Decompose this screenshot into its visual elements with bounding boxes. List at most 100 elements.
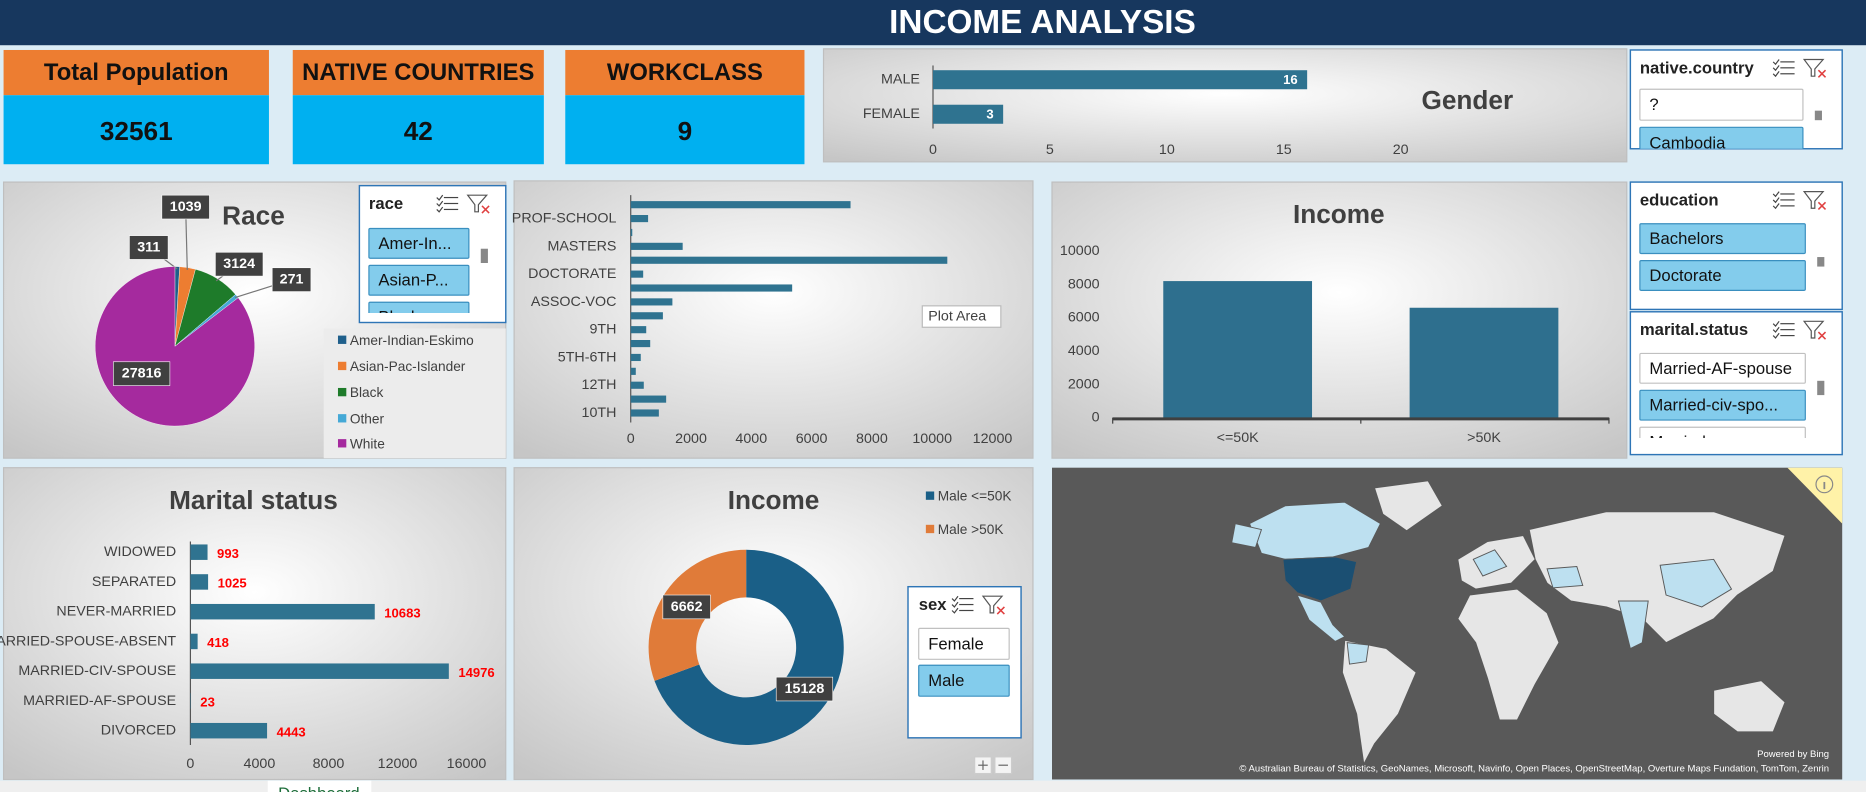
data-label: 3124 (223, 256, 255, 272)
slicer-title: marital.status (1640, 320, 1748, 339)
clear-filter-x (1817, 69, 1827, 78)
slicer-item-label[interactable]: Male (928, 671, 964, 690)
x-tick-label: 16000 (447, 756, 487, 772)
multi-select-check (436, 200, 444, 207)
slicer-item-label[interactable]: Female (928, 634, 984, 653)
bar (630, 256, 948, 264)
slicer-item[interactable] (1639, 352, 1806, 384)
legend-swatch (925, 524, 935, 534)
slicer-scroll (1817, 380, 1825, 396)
slicer-item-label[interactable]: Bachelors (1649, 229, 1723, 248)
legend-label: Amer-Indian-Eskimo (350, 333, 474, 348)
sheet-tab[interactable]: Dashboard (278, 784, 359, 792)
multi-select-check (1772, 320, 1780, 327)
multi-select-check (436, 194, 444, 201)
x-tick-label: 4000 (735, 431, 767, 447)
chart-title: Income (728, 485, 820, 515)
slicer-item-label[interactable]: ? (1649, 95, 1658, 114)
x-tick-label: 10 (1159, 142, 1175, 158)
bar (190, 574, 209, 590)
slicer-item[interactable] (1639, 426, 1806, 457)
map-region (1341, 639, 1417, 766)
slicer-item[interactable] (368, 227, 470, 259)
data-label: 271 (280, 272, 304, 288)
data-label: 16 (1283, 72, 1298, 87)
x-tick-label: 4000 (244, 756, 276, 772)
map-region (1617, 600, 1649, 650)
slicer-item[interactable] (1639, 88, 1804, 121)
map-credit: Powered by Bing (1757, 749, 1829, 760)
y-tick-label: 6000 (1068, 310, 1100, 326)
bar (630, 353, 641, 362)
legend-swatch (925, 491, 935, 500)
slicer-item[interactable] (918, 627, 1010, 660)
slicer-item[interactable] (918, 664, 1010, 697)
map-region (1248, 501, 1382, 560)
slicer-title: sex (919, 595, 948, 614)
y-tick-label: 10000 (1060, 243, 1100, 259)
kpi-value: 32561 (100, 116, 173, 146)
kpi-header (292, 49, 544, 96)
x-tick-label: 5 (1046, 142, 1054, 158)
x-tick-label: 2000 (675, 431, 707, 447)
clear-filter-icon (466, 194, 489, 213)
kpi-body (292, 95, 544, 165)
multi-select-check (1772, 59, 1780, 66)
bar (630, 270, 644, 278)
x-tick-label: 0 (929, 142, 937, 158)
multi-select-check (951, 601, 959, 608)
bar (630, 339, 651, 348)
slicer-item[interactable] (368, 301, 470, 332)
x-tick-label: <=50K (1217, 430, 1260, 446)
bar (630, 284, 793, 292)
slicer-item[interactable] (1639, 389, 1806, 421)
legend-label: Male >50K (938, 522, 1004, 537)
data-label-box (775, 676, 834, 702)
map-panel (1052, 467, 1843, 780)
y-tick-label: 12TH (582, 377, 617, 393)
bar (630, 215, 649, 223)
x-tick-label: 20 (1393, 142, 1409, 158)
slicer-item-label[interactable]: Asian-P... (378, 271, 448, 290)
data-label-box (271, 267, 312, 292)
clear-filter-x (481, 205, 490, 214)
multi-select-check (951, 607, 959, 614)
bar (630, 312, 663, 320)
x-tick-label: 0 (186, 756, 194, 772)
slicer-item-label[interactable]: Doctorate (1649, 266, 1721, 285)
chart-title: Marital status (169, 485, 338, 515)
y-tick-label: 4000 (1068, 343, 1100, 359)
data-label: 6662 (671, 599, 703, 615)
slicer-item-label[interactable]: Cambodia (1649, 133, 1726, 152)
slicer-item-label[interactable]: Married-civ-spo... (1649, 396, 1778, 415)
data-label-box (113, 361, 171, 386)
y-tick-label: MASTERS (547, 238, 616, 254)
data-label-box (129, 235, 169, 260)
slicer-items: Female Male (918, 627, 1010, 697)
slicer-item[interactable] (1639, 223, 1806, 255)
slicer-item-label[interactable]: Black (378, 308, 419, 327)
map-region (1713, 680, 1786, 733)
y-tick-label: NEVER-MARRIED (56, 604, 176, 620)
bar (630, 201, 851, 209)
slicer-item-label[interactable]: Married-spouse-... (1649, 433, 1784, 452)
data-label: 1039 (170, 199, 202, 215)
map-region (1231, 523, 1263, 548)
slicer-item[interactable] (1639, 126, 1804, 158)
sheet-tab-bar (0, 780, 1866, 792)
sheet-tab-box (267, 780, 372, 792)
legend-label: Male <=50K (938, 489, 1012, 504)
slice (95, 266, 255, 427)
legend-label: Asian-Pac-Islander (350, 359, 466, 374)
map-region (1472, 549, 1508, 577)
legend-swatch (337, 361, 347, 371)
slicer-item-label[interactable]: Married-AF-spouse (1649, 359, 1792, 378)
multi-select-check (1772, 191, 1780, 198)
slicer-item-label[interactable]: Amer-In... (378, 234, 451, 253)
kpi-body (3, 95, 269, 165)
slicer-item[interactable] (1639, 260, 1806, 291)
y-tick-label: 10TH (582, 405, 617, 421)
slicer-item[interactable] (368, 264, 470, 296)
